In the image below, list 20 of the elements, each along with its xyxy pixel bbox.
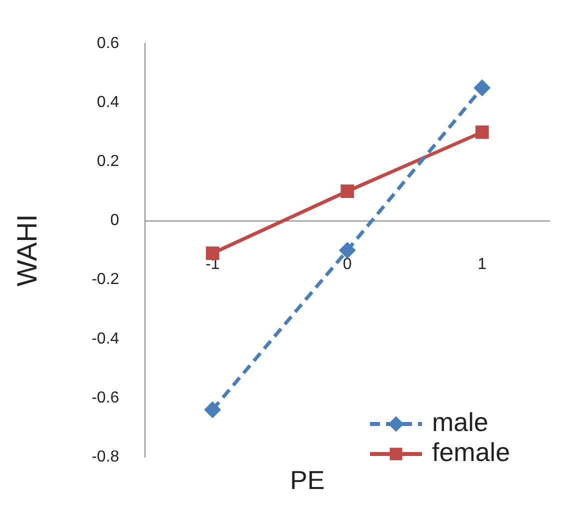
y-tick-label: 0 [110, 212, 120, 230]
y-tick-label: -0.2 [92, 271, 120, 288]
point [340, 184, 354, 198]
point [340, 242, 356, 258]
x-tick-label: 1 [478, 256, 487, 273]
point [206, 246, 220, 260]
y-tick-label: 0.6 [96, 35, 120, 52]
y-tick-label: -0.8 [92, 448, 120, 466]
legend-label: female [432, 437, 510, 468]
point [474, 80, 490, 96]
point [475, 125, 489, 139]
y-tick-label: -0.6 [92, 389, 120, 406]
y-tick-label: 0.2 [96, 153, 120, 170]
y-tick-label: -0.4 [92, 330, 120, 348]
x-tick-label: 0 [342, 256, 352, 273]
point [204, 402, 220, 418]
legend-label: male [432, 407, 488, 438]
x-axis-title: PE [290, 465, 325, 496]
y-tick-label: 0.4 [96, 94, 120, 112]
y-axis-title: WAHI [12, 214, 43, 286]
